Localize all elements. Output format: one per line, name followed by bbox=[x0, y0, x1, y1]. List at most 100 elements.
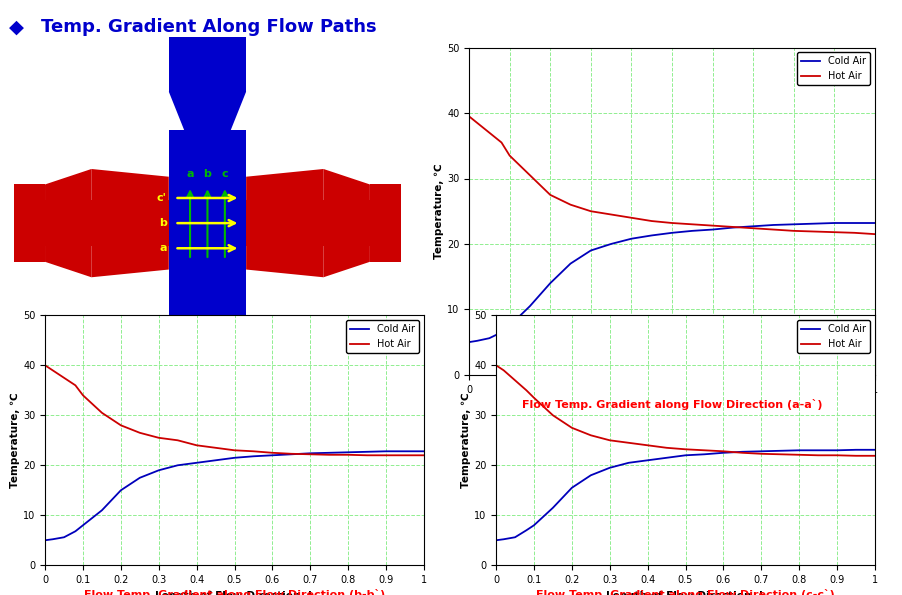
Hot Air bbox=[343, 451, 354, 458]
Cold Air bbox=[545, 280, 556, 287]
Hot Air bbox=[59, 374, 69, 381]
Hot Air bbox=[248, 447, 259, 455]
Hot Air bbox=[496, 139, 507, 146]
Hot Air bbox=[521, 387, 532, 394]
Cold Air bbox=[699, 451, 710, 458]
Line: Hot Air: Hot Air bbox=[469, 116, 875, 234]
Hot Air bbox=[604, 437, 615, 444]
X-axis label: Length of Flow Direction, L: Length of Flow Direction, L bbox=[593, 400, 751, 410]
Cold Air bbox=[850, 220, 861, 227]
Hot Air bbox=[680, 446, 691, 453]
Hot Air bbox=[548, 412, 558, 419]
Polygon shape bbox=[370, 184, 400, 262]
Hot Air bbox=[808, 228, 819, 235]
Hot Air bbox=[381, 452, 391, 459]
X-axis label: Length of Flow Direction, L: Length of Flow Direction, L bbox=[606, 590, 765, 595]
Hot Air bbox=[870, 452, 880, 459]
Y-axis label: Temperature, ℃: Temperature, ℃ bbox=[461, 393, 471, 488]
Cold Air bbox=[229, 454, 240, 461]
Cold Air bbox=[748, 223, 759, 230]
Polygon shape bbox=[324, 169, 370, 277]
Cold Air bbox=[115, 487, 126, 494]
Cold Air bbox=[498, 536, 509, 543]
Hot Air bbox=[324, 451, 335, 458]
Polygon shape bbox=[169, 130, 246, 184]
Cold Air bbox=[78, 522, 88, 529]
Text: b: b bbox=[159, 218, 167, 228]
Cold Air bbox=[134, 474, 145, 481]
Cold Air bbox=[343, 449, 354, 456]
Text: b: b bbox=[204, 168, 211, 178]
Cold Air bbox=[727, 224, 738, 231]
Hot Air bbox=[40, 362, 51, 369]
Y-axis label: Temperature, ℃: Temperature, ℃ bbox=[434, 164, 444, 259]
Hot Air bbox=[667, 220, 677, 227]
Polygon shape bbox=[14, 184, 45, 262]
Text: Flow Temp. Gradient along Flow Direction (b-b`): Flow Temp. Gradient along Flow Direction… bbox=[84, 589, 385, 595]
Hot Air bbox=[464, 112, 474, 120]
Hot Air bbox=[718, 447, 729, 455]
Hot Air bbox=[727, 223, 738, 230]
Hot Air bbox=[70, 382, 81, 389]
Hot Air bbox=[362, 452, 373, 459]
Hot Air bbox=[606, 211, 617, 218]
Hot Air bbox=[97, 409, 107, 416]
Hot Air bbox=[529, 394, 539, 402]
Hot Air bbox=[115, 422, 126, 429]
Hot Air bbox=[585, 208, 596, 215]
Hot Air bbox=[504, 152, 515, 159]
Cold Air bbox=[646, 232, 657, 239]
Hot Air bbox=[646, 217, 657, 224]
Text: a: a bbox=[187, 168, 194, 178]
Cold Air bbox=[472, 337, 483, 345]
Cold Air bbox=[604, 464, 615, 471]
Hot Air bbox=[870, 230, 880, 237]
Cold Air bbox=[248, 453, 259, 460]
Cold Air bbox=[521, 527, 532, 534]
Cold Air bbox=[775, 447, 786, 455]
Hot Air bbox=[134, 429, 145, 436]
Cold Air bbox=[191, 459, 202, 466]
Cold Air bbox=[667, 229, 677, 236]
Hot Air bbox=[305, 451, 316, 458]
Cold Air bbox=[829, 220, 840, 227]
Cold Air bbox=[267, 452, 278, 459]
Hot Air bbox=[756, 450, 767, 458]
Cold Air bbox=[870, 220, 880, 227]
Cold Air bbox=[491, 537, 502, 544]
Cold Air bbox=[813, 447, 824, 454]
Cold Air bbox=[626, 235, 637, 242]
Hot Air bbox=[545, 191, 556, 198]
Hot Air bbox=[267, 449, 278, 456]
Hot Air bbox=[229, 447, 240, 454]
Hot Air bbox=[832, 452, 842, 459]
Cold Air bbox=[585, 247, 596, 254]
Polygon shape bbox=[246, 169, 324, 277]
Legend: Cold Air, Hot Air: Cold Air, Hot Air bbox=[797, 320, 870, 353]
Cold Air bbox=[794, 447, 805, 454]
Hot Air bbox=[699, 447, 710, 454]
Cold Air bbox=[400, 447, 410, 455]
Hot Air bbox=[707, 222, 718, 229]
Cold Air bbox=[566, 484, 577, 491]
Cold Air bbox=[286, 451, 297, 458]
Hot Air bbox=[419, 452, 429, 459]
Text: Flow Temp. Gradient along Flow Direction (a-a`): Flow Temp. Gradient along Flow Direction… bbox=[521, 399, 823, 409]
Cold Air bbox=[585, 472, 596, 479]
Hot Air bbox=[524, 171, 535, 178]
Cold Air bbox=[851, 446, 861, 453]
Hot Air bbox=[47, 367, 58, 374]
Cold Air bbox=[153, 466, 164, 474]
Polygon shape bbox=[45, 169, 91, 277]
Hot Air bbox=[687, 221, 698, 228]
Line: Hot Air: Hot Air bbox=[45, 365, 424, 455]
Polygon shape bbox=[246, 200, 400, 246]
Cold Air bbox=[510, 534, 520, 541]
Polygon shape bbox=[91, 169, 169, 277]
Text: ◆: ◆ bbox=[9, 18, 24, 37]
Line: Cold Air: Cold Air bbox=[496, 450, 875, 540]
Cold Air bbox=[362, 448, 373, 455]
Hot Air bbox=[788, 227, 799, 234]
Text: Flow Temp. Gradient along Flow Direction (c-c`): Flow Temp. Gradient along Flow Direction… bbox=[536, 589, 835, 595]
Hot Air bbox=[566, 424, 577, 431]
